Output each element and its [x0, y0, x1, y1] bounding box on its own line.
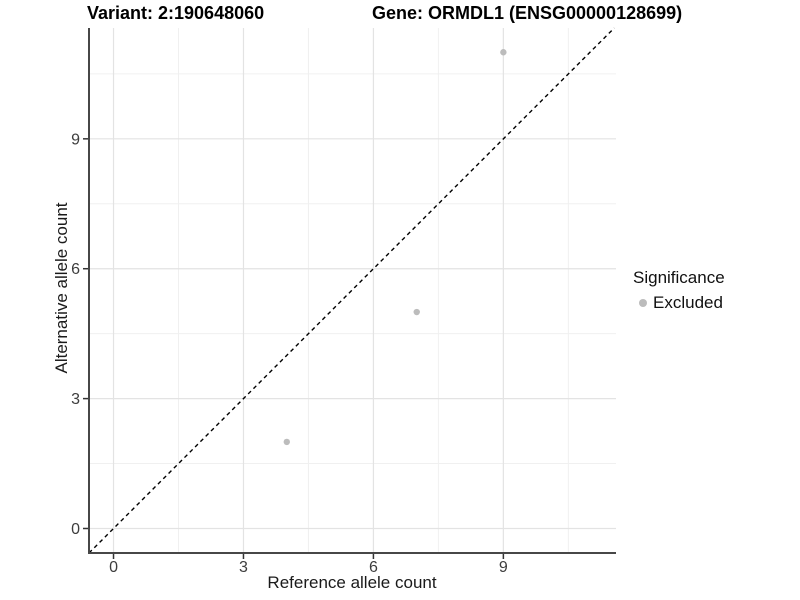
y-tick-label: 0	[71, 521, 80, 538]
y-tick-label: 3	[71, 391, 80, 408]
legend-item-label: Excluded	[653, 293, 723, 312]
legend: Significance Excluded	[633, 268, 725, 313]
x-tick-label: 3	[239, 559, 248, 576]
y-tick-label: 9	[71, 131, 80, 148]
gene-title: Gene: ORMDL1 (ENSG00000128699)	[372, 3, 683, 23]
data-point	[500, 49, 507, 56]
y-axis-title: Alternative allele count	[52, 202, 71, 374]
data-point	[413, 308, 420, 316]
x-axis-title: Reference allele count	[267, 573, 437, 592]
legend-title: Significance	[633, 268, 725, 287]
identity-reference-line	[88, 27, 615, 554]
legend-point-icon	[639, 299, 647, 307]
y-tick-label: 6	[71, 261, 80, 278]
x-tick-label: 6	[369, 559, 378, 576]
x-tick-label: 0	[109, 559, 118, 576]
data-point	[283, 438, 290, 446]
variant-title: Variant: 2:190648060	[87, 3, 265, 23]
x-tick-label: 9	[499, 559, 508, 576]
legend-item-excluded: Excluded	[639, 293, 725, 313]
